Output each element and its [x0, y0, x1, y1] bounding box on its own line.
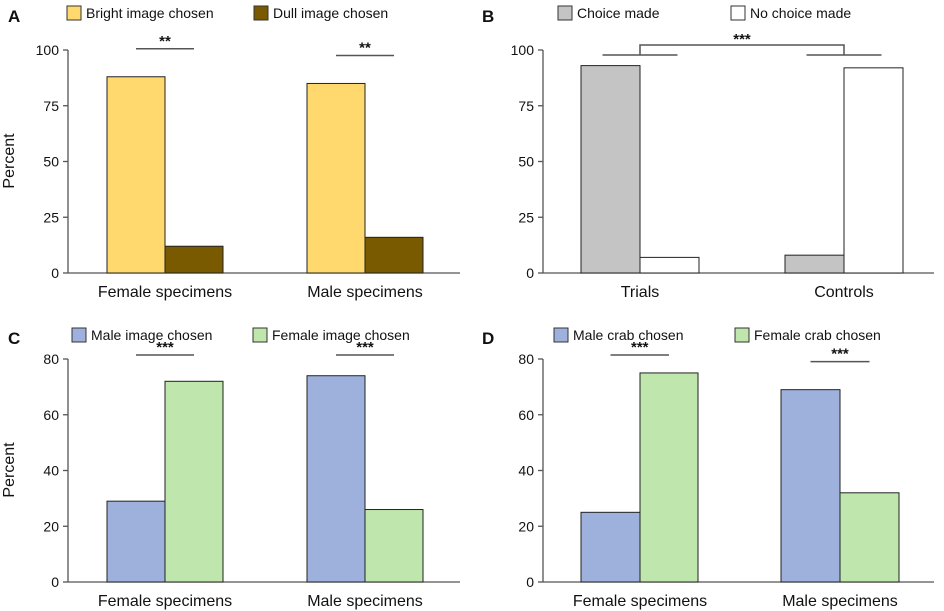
legend-swatch — [71, 327, 87, 343]
y-tick-label: 100 — [511, 42, 535, 58]
y-tick-label: 0 — [51, 265, 59, 281]
legend-label: No choice made — [750, 5, 851, 21]
legend-label: Bright image chosen — [86, 5, 214, 21]
y-tick-label: 25 — [518, 209, 534, 225]
bar-cat1-series1 — [106, 76, 166, 274]
panel-letter: B — [482, 7, 494, 26]
y-tick-label: 20 — [518, 518, 534, 534]
y-tick-label: 50 — [518, 154, 534, 170]
y-tick-label: 40 — [43, 463, 59, 479]
y-tick-label: 100 — [36, 42, 60, 58]
panel-letter: A — [8, 7, 20, 26]
legend-swatch — [553, 327, 569, 343]
y-tick-label: 75 — [43, 98, 59, 114]
y-tick-label: 40 — [518, 463, 534, 479]
y-tick-label: 80 — [518, 351, 534, 367]
x-category-label: Female specimens — [98, 284, 232, 301]
y-tick-label: 0 — [526, 574, 534, 590]
significance-stars: ** — [159, 33, 171, 50]
bar-cat2-series1 — [306, 375, 366, 583]
significance-stars: ** — [359, 39, 371, 56]
panel-letter: D — [482, 329, 494, 348]
legend-label: Female crab chosen — [754, 327, 881, 343]
y-tick-label: 25 — [43, 209, 59, 225]
y-tick-label: 75 — [518, 98, 534, 114]
x-category-label: Female specimens — [573, 593, 707, 610]
bar-cat1-series2 — [639, 372, 699, 583]
x-category-label: Controls — [814, 284, 874, 301]
significance-stars: *** — [156, 339, 174, 356]
panel-a: A Bright image chosen Dull image chosen 0 25… — [1, 5, 460, 301]
significance-stars: *** — [831, 346, 849, 363]
bar-cat1-series1 — [580, 65, 641, 274]
bar-cat2-series2 — [839, 492, 900, 583]
x-category-label: Male specimens — [307, 593, 423, 610]
panel-d: D Male crab chosen Female crab chosen 0 20 40… — [482, 327, 934, 610]
bar-cat2-series1 — [780, 389, 841, 583]
legend-swatch — [557, 5, 573, 21]
legend-label: Dull image chosen — [273, 5, 388, 21]
legend-swatch — [66, 5, 82, 21]
panel-b: B Choice made No choice made 0 25 50 75 100 Tria… — [482, 5, 934, 301]
x-category-label: Male specimens — [782, 593, 898, 610]
bar-cat2-series2 — [364, 236, 424, 274]
x-category-label: Trials — [621, 284, 660, 301]
legend-swatch — [252, 327, 268, 343]
significance-bracket — [639, 44, 845, 55]
y-tick-label: 0 — [526, 265, 534, 281]
legend-swatch — [730, 5, 746, 21]
y-tick-label: 60 — [518, 407, 534, 423]
legend-swatch — [253, 5, 269, 21]
bar-cat1-series1 — [106, 500, 166, 583]
significance-stars: *** — [631, 339, 649, 356]
panel-letter: C — [8, 329, 20, 348]
bar-cat2-series1 — [306, 82, 366, 274]
y-axis-label: Percent — [1, 133, 18, 189]
panel-c: C Male image chosen Female image chosen 0 20… — [1, 327, 460, 610]
bar-cat1-series2 — [164, 245, 224, 274]
significance-stars: *** — [733, 31, 751, 48]
legend-label: Female image chosen — [272, 327, 410, 343]
bar-cat1-series2 — [164, 380, 224, 583]
legend-label: Male crab chosen — [573, 327, 684, 343]
x-category-label: Female specimens — [98, 593, 232, 610]
bar-cat2-series2 — [364, 509, 424, 583]
y-axis-label: Percent — [1, 442, 18, 498]
legend-label: Choice made — [577, 5, 660, 21]
bar-cat1-series1 — [580, 511, 641, 583]
legend-swatch — [734, 327, 750, 343]
y-tick-label: 80 — [43, 351, 59, 367]
y-tick-label: 20 — [43, 518, 59, 534]
bar-cat2-series2 — [843, 67, 904, 274]
y-tick-label: 50 — [43, 154, 59, 170]
y-tick-label: 0 — [51, 574, 59, 590]
y-tick-label: 60 — [43, 407, 59, 423]
legend-label: Male image chosen — [91, 327, 212, 343]
x-category-label: Male specimens — [307, 284, 423, 301]
significance-stars: *** — [356, 339, 374, 356]
bar-cat1-series2 — [639, 256, 700, 274]
bar-cat2-series1 — [784, 254, 845, 274]
